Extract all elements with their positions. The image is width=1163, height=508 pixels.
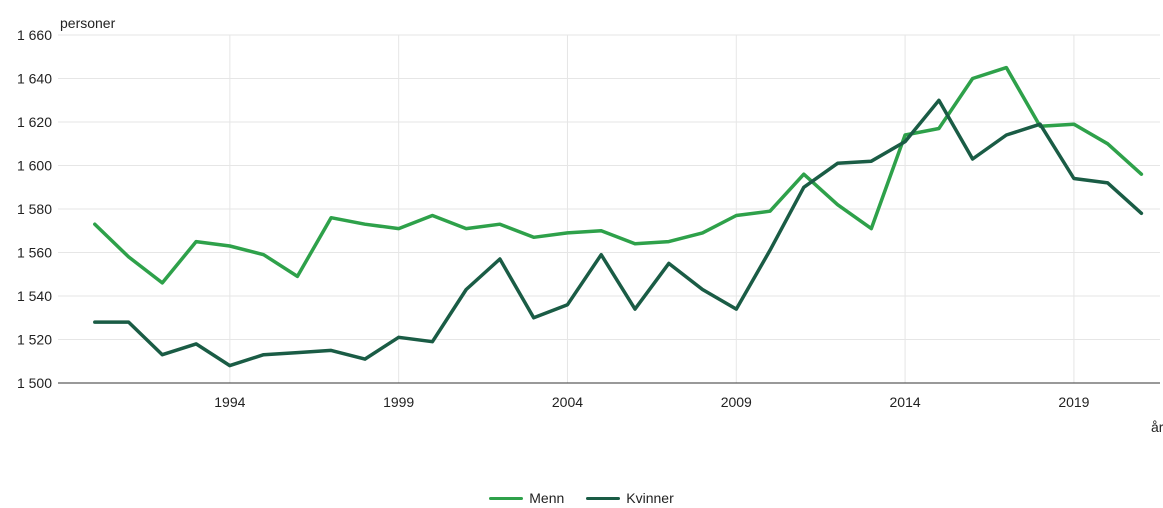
series-line-kvinner [93,98,1144,368]
y-tick-label: 1 660 [17,27,52,43]
legend-item-kvinner[interactable]: Kvinner [586,490,674,506]
legend-swatch [489,496,524,500]
y-tick-label: 1 580 [17,201,52,217]
legend-label: Kvinner [626,490,674,506]
series-lines [93,65,1144,368]
y-tick-label: 1 540 [17,288,52,304]
y-tick-label: 1 500 [17,375,52,391]
x-tick-label: 1999 [383,394,414,410]
y-tick-label: 1 600 [17,158,52,174]
y-axis-title: personer [60,15,116,31]
series-line-menn [93,65,1144,285]
legend-swatch [586,496,621,500]
legend: Menn Kvinner [0,490,1163,506]
legend-item-menn[interactable]: Menn [489,490,564,506]
x-tick-label: 2004 [552,394,583,410]
x-tick-label: 2014 [890,394,921,410]
axes: 1 500 1 520 1 540 1 560 1 580 1 600 1 620 1 640… [17,15,1163,435]
x-tick-label: 2019 [1058,394,1089,410]
grid [58,34,1160,383]
y-tick-label: 1 620 [17,114,52,130]
x-tick-label: 1994 [214,394,245,410]
x-tick-label: 2009 [721,394,752,410]
x-axis-title: år [1151,419,1163,435]
y-tick-label: 1 640 [17,71,52,87]
y-tick-label: 1 520 [17,332,52,348]
y-tick-label: 1 560 [17,245,52,261]
legend-label: Menn [529,490,565,506]
line-chart: 1 500 1 520 1 540 1 560 1 580 1 600 1 620 1 640… [17,15,1163,435]
